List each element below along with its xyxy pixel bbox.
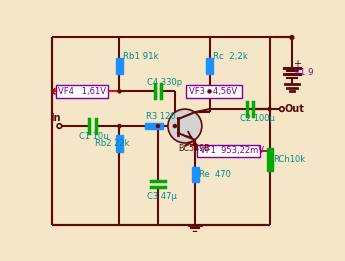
Bar — [192, 167, 199, 182]
Text: VF3   4,56V: VF3 4,56V — [189, 87, 237, 96]
FancyBboxPatch shape — [186, 85, 242, 98]
Circle shape — [268, 108, 271, 111]
Circle shape — [173, 124, 176, 128]
Text: V1 9: V1 9 — [294, 68, 314, 78]
Bar — [206, 58, 214, 74]
Bar — [267, 147, 274, 171]
Circle shape — [290, 35, 294, 39]
FancyBboxPatch shape — [56, 85, 108, 98]
Circle shape — [168, 109, 202, 143]
Text: VF4   1,61V: VF4 1,61V — [58, 87, 106, 96]
Text: BC549B: BC549B — [179, 144, 210, 153]
Text: R3 120: R3 120 — [146, 112, 176, 121]
Text: C1 10u: C1 10u — [79, 132, 108, 140]
Bar — [116, 135, 123, 152]
Text: Out: Out — [285, 104, 305, 114]
Text: C4 330p: C4 330p — [147, 78, 182, 87]
Circle shape — [208, 90, 211, 93]
Circle shape — [118, 124, 121, 128]
Text: VF1  953,22mV: VF1 953,22mV — [199, 146, 264, 155]
Text: C2 100μ: C2 100μ — [239, 114, 274, 123]
Text: RCh10k: RCh10k — [273, 155, 305, 164]
Text: Rb1 91k: Rb1 91k — [123, 52, 159, 61]
Circle shape — [156, 124, 159, 128]
Text: C3 47μ: C3 47μ — [147, 192, 177, 201]
Circle shape — [279, 107, 284, 111]
Text: Rb2 22k: Rb2 22k — [95, 139, 129, 148]
FancyBboxPatch shape — [197, 145, 260, 157]
Text: Re  470: Re 470 — [199, 170, 231, 179]
Bar — [145, 123, 163, 129]
Circle shape — [193, 143, 196, 146]
Text: Rc  2,2k: Rc 2,2k — [214, 52, 248, 61]
Circle shape — [57, 124, 62, 128]
Text: +: + — [294, 60, 302, 69]
Text: In: In — [50, 113, 61, 123]
Circle shape — [118, 90, 121, 93]
Bar — [116, 58, 123, 74]
